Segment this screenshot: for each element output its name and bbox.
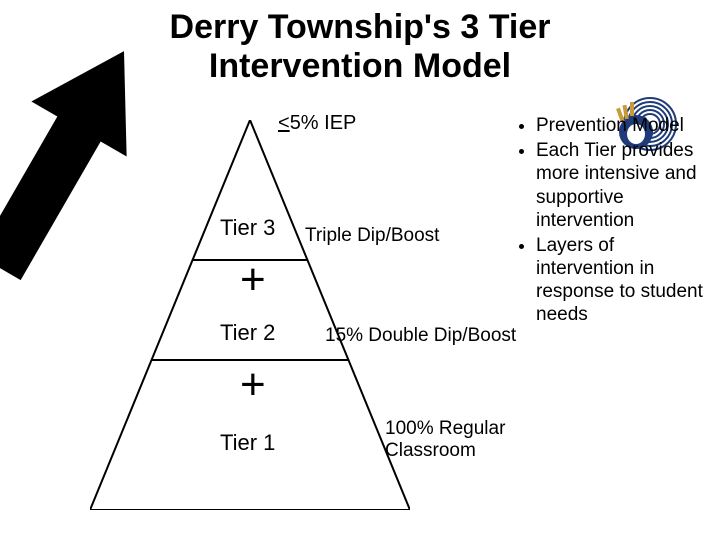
annotation-regular-l2: Classroom (385, 440, 476, 461)
tier-2-label: Tier 2 (220, 320, 275, 346)
title-line-1: Derry Township's 3 Tier (170, 8, 551, 46)
plus-between-2-1: + (240, 360, 266, 410)
tier-1-label: Tier 1 (220, 430, 275, 456)
list-item: Each Tier provides more intensive and su… (536, 139, 704, 232)
bullet-list: Prevention Model Each Tier provides more… (518, 114, 704, 329)
tier-3-label: Tier 3 (220, 215, 275, 241)
list-item: Prevention Model (536, 114, 704, 137)
plus-between-3-2: + (240, 255, 266, 305)
title-line-2: Intervention Model (209, 47, 511, 85)
list-item: Layers of intervention in response to st… (536, 234, 704, 327)
annotation-regular-l1: 100% Regular (385, 418, 505, 439)
annotation-double: 15% Double Dip/Boost (325, 325, 516, 347)
annotation-triple: Triple Dip/Boost (305, 225, 439, 247)
annotation-regular: 100% Regular Classroom (385, 418, 505, 462)
tier-pyramid: Tier 3 + Tier 2 + Tier 1 (90, 120, 410, 510)
